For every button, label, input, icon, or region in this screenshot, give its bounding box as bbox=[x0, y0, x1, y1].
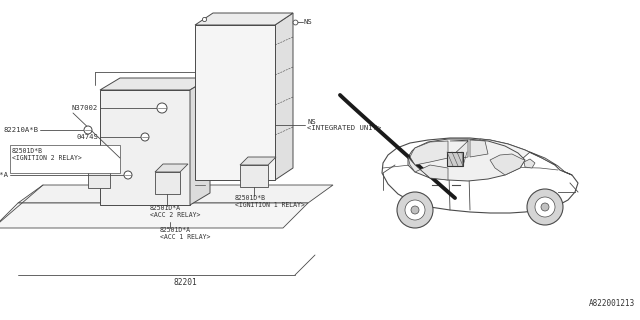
Bar bbox=[110, 154, 132, 169]
Text: A822001213: A822001213 bbox=[589, 299, 635, 308]
Polygon shape bbox=[100, 90, 190, 205]
Bar bbox=[110, 110, 132, 125]
Polygon shape bbox=[410, 141, 448, 165]
Circle shape bbox=[124, 171, 132, 179]
Polygon shape bbox=[100, 78, 210, 90]
Polygon shape bbox=[18, 185, 333, 203]
Polygon shape bbox=[190, 78, 210, 205]
Circle shape bbox=[405, 200, 425, 220]
Polygon shape bbox=[0, 203, 308, 228]
Bar bbox=[140, 132, 162, 147]
Bar bbox=[447, 152, 463, 166]
Circle shape bbox=[541, 203, 549, 211]
Polygon shape bbox=[240, 165, 268, 187]
Text: 82501D*B
<IGNITION 2 RELAY>: 82501D*B <IGNITION 2 RELAY> bbox=[12, 148, 82, 161]
Polygon shape bbox=[490, 154, 525, 175]
Polygon shape bbox=[382, 138, 578, 213]
Bar bbox=[140, 110, 162, 125]
Circle shape bbox=[157, 103, 167, 113]
Circle shape bbox=[397, 192, 433, 228]
Text: 82501D*B
<IGNITION 1 RELAY>: 82501D*B <IGNITION 1 RELAY> bbox=[235, 195, 305, 208]
Polygon shape bbox=[470, 140, 488, 157]
Bar bbox=[110, 132, 132, 147]
Polygon shape bbox=[195, 13, 293, 25]
Polygon shape bbox=[408, 139, 525, 181]
Bar bbox=[140, 176, 162, 191]
Polygon shape bbox=[240, 157, 276, 165]
Text: 0474S: 0474S bbox=[76, 134, 98, 140]
Circle shape bbox=[84, 126, 92, 134]
Polygon shape bbox=[88, 168, 110, 188]
Bar bbox=[10, 145, 120, 173]
Polygon shape bbox=[88, 160, 118, 168]
Bar bbox=[140, 154, 162, 169]
Circle shape bbox=[141, 133, 149, 141]
Circle shape bbox=[527, 189, 563, 225]
Polygon shape bbox=[480, 139, 572, 175]
Polygon shape bbox=[450, 140, 468, 160]
Text: 82501D*A
<ACC 1 RELAY>: 82501D*A <ACC 1 RELAY> bbox=[160, 227, 211, 240]
Circle shape bbox=[411, 206, 419, 214]
Polygon shape bbox=[195, 25, 275, 180]
Polygon shape bbox=[408, 157, 448, 180]
Bar bbox=[110, 176, 132, 191]
Text: 82210A*B: 82210A*B bbox=[3, 127, 38, 133]
Circle shape bbox=[535, 197, 555, 217]
Text: 82210A*A: 82210A*A bbox=[0, 172, 8, 178]
Text: NS: NS bbox=[304, 19, 313, 25]
Bar bbox=[205, 40, 265, 80]
Text: NS
<INTEGRATED UNIT>: NS <INTEGRATED UNIT> bbox=[307, 118, 381, 132]
Polygon shape bbox=[155, 164, 188, 172]
Polygon shape bbox=[275, 13, 293, 180]
Text: 82501D*A
<ACC 2 RELAY>: 82501D*A <ACC 2 RELAY> bbox=[150, 205, 200, 218]
Polygon shape bbox=[524, 159, 535, 168]
Text: 82201: 82201 bbox=[173, 278, 197, 287]
Polygon shape bbox=[155, 172, 180, 194]
Text: N37002: N37002 bbox=[72, 105, 98, 111]
